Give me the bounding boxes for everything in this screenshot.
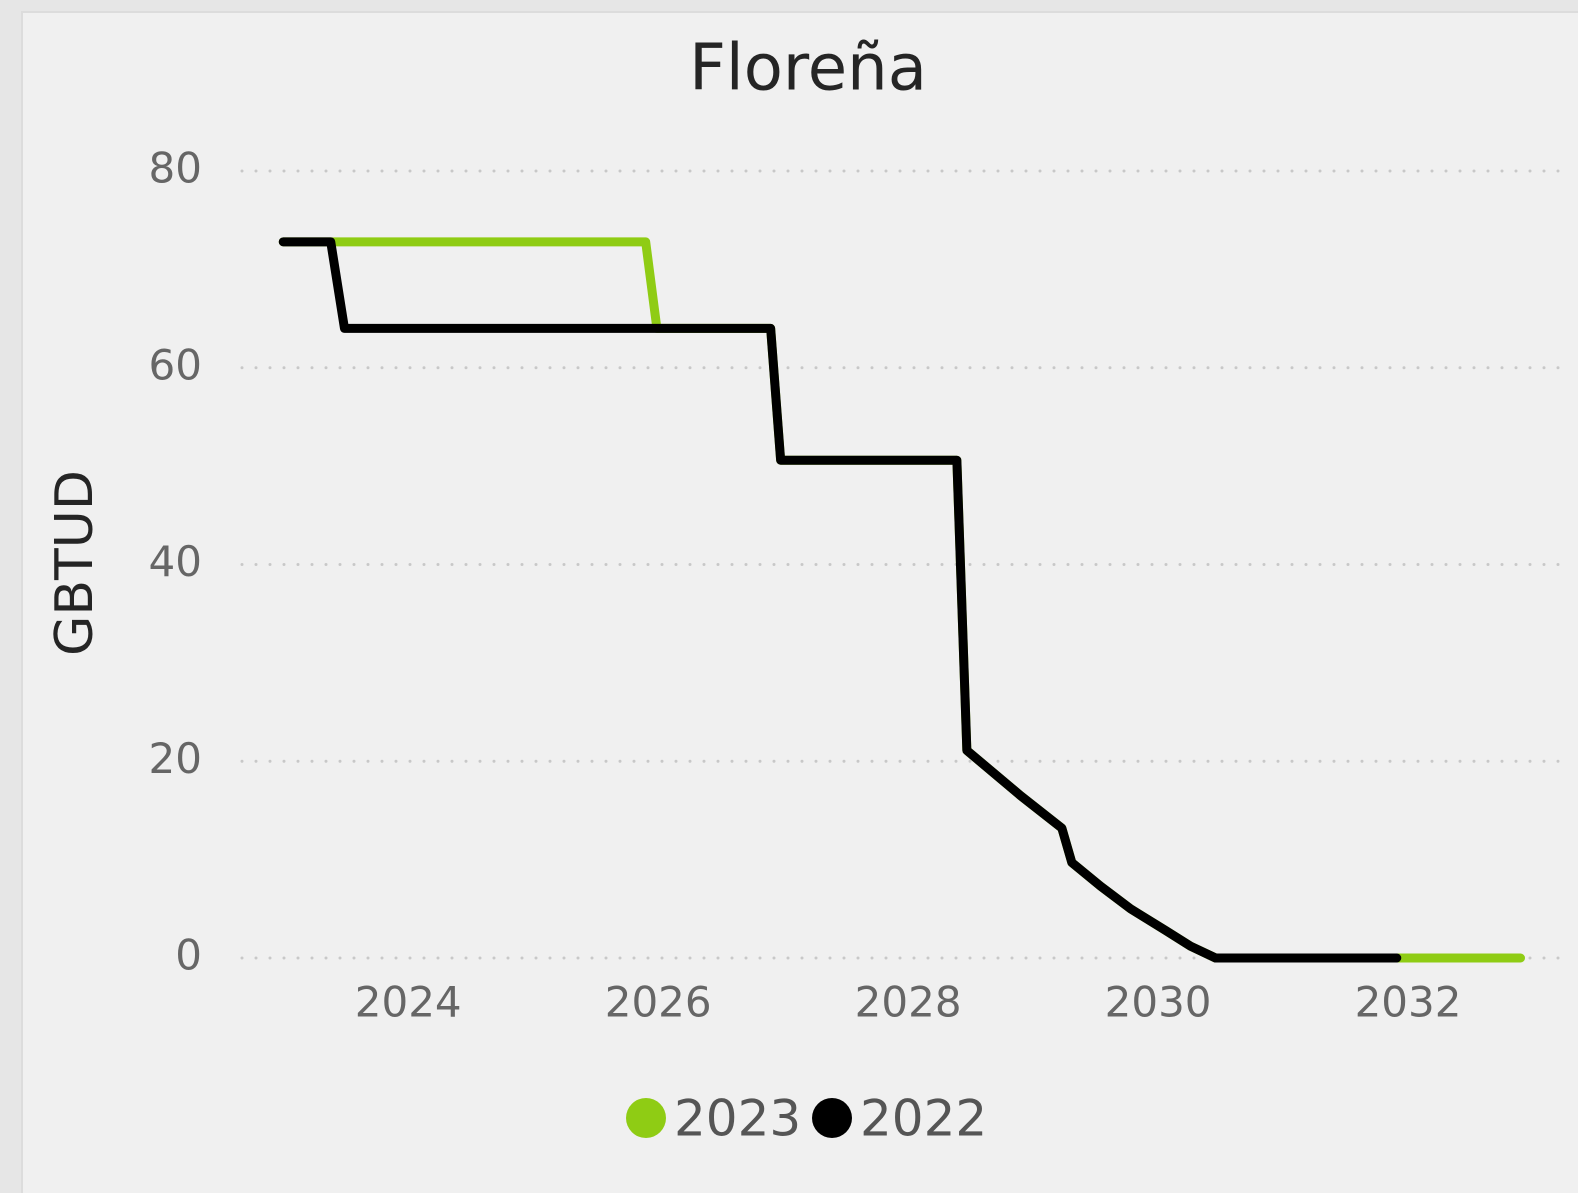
x-tick-label: 2032 — [1355, 978, 1462, 1027]
y-axis-label: GBTUD — [45, 470, 105, 656]
legend-marker — [812, 1098, 852, 1138]
y-tick-label: 60 — [149, 340, 202, 389]
x-tick-label: 2030 — [1105, 978, 1212, 1027]
x-tick-label: 2026 — [605, 978, 712, 1027]
legend-label: 2022 — [860, 1090, 987, 1148]
line-series — [278, 237, 1402, 963]
y-tick-label: 40 — [149, 537, 202, 586]
chart-title: Floreña — [689, 32, 927, 106]
y-tick-label: 80 — [149, 144, 202, 193]
legend-marker — [626, 1098, 666, 1138]
x-tick-label: 2024 — [355, 978, 462, 1027]
y-tick-label: 20 — [149, 734, 202, 783]
legend-label: 2023 — [674, 1090, 801, 1148]
panel — [21, 11, 1578, 1193]
y-tick-label: 0 — [175, 931, 202, 980]
x-tick-label: 2028 — [855, 978, 962, 1027]
